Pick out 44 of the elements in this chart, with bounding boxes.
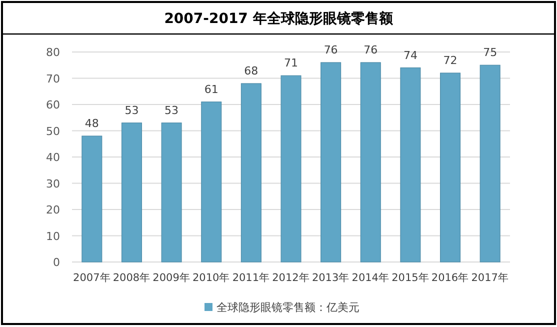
bar: [121, 122, 142, 262]
data-label: 68: [244, 64, 258, 78]
data-label: 61: [204, 82, 218, 96]
data-label: 72: [443, 54, 458, 67]
y-tick-label: 70: [46, 72, 60, 86]
bar: [82, 136, 102, 262]
data-label: 74: [403, 48, 418, 62]
bar: [240, 83, 262, 262]
data-label: 75: [483, 46, 498, 60]
x-tick-label: 2007年: [73, 272, 111, 284]
y-tick-label: 50: [46, 124, 60, 138]
bar: [400, 67, 421, 262]
bar: [360, 62, 381, 262]
bar: [320, 62, 342, 262]
y-tick-label: 60: [46, 98, 60, 112]
y-tick-label: 40: [46, 151, 60, 164]
y-tick-label: 20: [46, 204, 60, 216]
x-tick-label: 2017年: [471, 272, 509, 284]
x-tick-label: 2016年: [431, 272, 470, 284]
data-label: 76: [364, 44, 378, 56]
bar: [440, 72, 461, 262]
bar: [480, 64, 500, 262]
data-label: 71: [284, 56, 298, 70]
data-label: 76: [324, 44, 338, 56]
x-tick-label: 2015年: [392, 272, 430, 284]
y-tick-label: 0: [53, 256, 60, 269]
x-tick-label: 2009年: [152, 272, 190, 284]
y-tick-label: 30: [46, 177, 60, 190]
bar: [201, 102, 222, 262]
x-tick-label: 2008年: [112, 272, 151, 284]
bar: [161, 122, 182, 262]
x-tick-label: 2010年: [192, 272, 230, 284]
x-tick-label: 2013年: [312, 272, 350, 284]
y-tick-label: 80: [46, 46, 60, 59]
data-label: 53: [164, 104, 179, 117]
data-label: 48: [84, 117, 99, 130]
y-tick-label: 10: [46, 230, 60, 243]
x-tick-label: 2012年: [272, 272, 310, 284]
bar: [280, 75, 302, 262]
legend-label: 全球隐形眼镜零售额：亿美元: [216, 301, 360, 314]
chart-title: 2007-2017 年全球隐形眼镜零售额: [164, 10, 394, 27]
x-tick-label: 2014年: [352, 272, 390, 284]
x-tick-label: 2011年: [232, 272, 270, 284]
data-label: 53: [124, 104, 139, 117]
